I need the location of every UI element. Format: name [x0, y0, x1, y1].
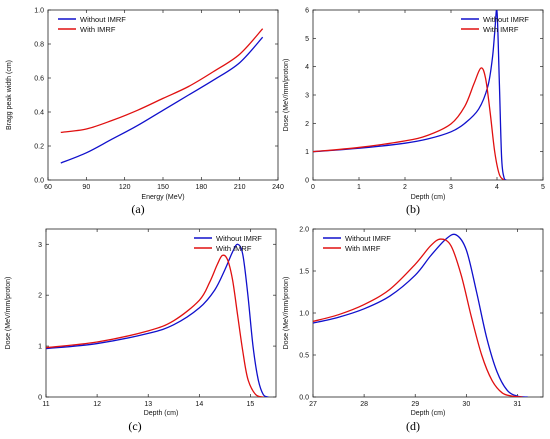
x-axis-label: Depth (cm) — [411, 194, 446, 201]
x-tick-label: 60 — [44, 184, 52, 191]
legend-entry: With IMRF — [216, 244, 252, 253]
x-tick-label: 15 — [247, 401, 255, 408]
x-tick-label: 30 — [462, 401, 470, 408]
y-tick-label: 2 — [305, 121, 309, 128]
y-axis-label: Dose (MeV/mm/proton) — [283, 277, 290, 350]
series-line-with-imrf — [313, 67, 505, 180]
x-tick-label: 12 — [93, 401, 101, 408]
y-tick-label: 0 — [305, 178, 309, 185]
series-line-without-imrf — [313, 233, 528, 397]
x-tick-label: 29 — [411, 401, 419, 408]
y-tick-label: 2.0 — [299, 227, 309, 234]
legend-entry: Without IMRF — [483, 15, 529, 24]
x-tick-label: 90 — [82, 184, 90, 191]
legend-entry: Without IMRF — [345, 234, 391, 243]
legend-entry: Without IMRF — [80, 15, 126, 24]
x-tick-label: 13 — [144, 401, 152, 408]
y-axis-label: Bragg peak width (cm) — [6, 60, 13, 130]
series-line-with-imrf — [60, 28, 264, 134]
x-tick-label: 31 — [514, 401, 522, 408]
plot-frame — [312, 228, 544, 398]
x-tick-label: 3 — [449, 184, 453, 191]
x-tick-label: 2 — [403, 184, 407, 191]
y-tick-label: 0.5 — [299, 353, 309, 360]
legend-entry: Without IMRF — [216, 234, 262, 243]
chart-panel-d: 27 28 29 30 31 0.0 0.5 1.0 1.5 2.0 Depth (cm) Dose … — [283, 227, 544, 433]
y-tick-label: 1.0 — [299, 311, 309, 318]
x-axis-label: Depth (cm) — [144, 410, 179, 417]
x-tick-label: 240 — [272, 184, 284, 191]
y-axis-label: Dose (MeV/mm/proton) — [5, 277, 12, 350]
y-tick-label: 1.0 — [34, 8, 44, 15]
x-tick-label: 11 — [42, 401, 49, 408]
panel-label: (b) — [406, 202, 420, 216]
y-tick-label: 2 — [38, 293, 42, 300]
y-tick-label: 0.2 — [34, 144, 44, 151]
x-axis-label: Energy (MeV) — [141, 194, 184, 201]
panel-label: (d) — [406, 419, 420, 433]
x-tick-label: 180 — [195, 184, 207, 191]
y-tick-label: 0.4 — [34, 110, 44, 117]
series-line-without-imrf — [60, 36, 264, 164]
legend-entry: With IMRF — [345, 244, 381, 253]
legend-entry: With IMRF — [483, 25, 519, 34]
series-line-without-imrf — [313, 10, 507, 180]
x-tick-label: 5 — [541, 184, 545, 191]
y-tick-label: 0.0 — [299, 395, 309, 402]
y-tick-label: 1 — [38, 344, 42, 351]
plot-frame — [47, 9, 279, 181]
chart-panel-a: 60 90 120 150 180 210 240 0.0 0.2 0.4 0.6 0.8 1.0 Ene… — [6, 8, 284, 217]
y-tick-label: 1.5 — [299, 269, 309, 276]
series-line-with-imrf — [46, 254, 264, 397]
y-tick-label: 3 — [305, 93, 309, 100]
x-tick-label: 28 — [360, 401, 368, 408]
x-tick-label: 210 — [234, 184, 246, 191]
y-tick-label: 0.6 — [34, 76, 44, 83]
y-tick-label: 5 — [305, 36, 309, 43]
x-axis-label: Depth (cm) — [411, 410, 446, 417]
series-line-with-imrf — [313, 238, 523, 397]
x-tick-label: 27 — [309, 401, 317, 408]
panel-label: (a) — [131, 202, 144, 216]
x-tick-label: 14 — [195, 401, 203, 408]
panel-label: (c) — [128, 419, 141, 433]
y-tick-label: 6 — [305, 8, 309, 15]
y-tick-label: 0.8 — [34, 42, 44, 49]
y-tick-label: 4 — [305, 64, 309, 71]
y-tick-label: 3 — [38, 242, 42, 249]
chart-panel-b: 0 1 2 3 4 5 0 1 2 3 4 5 6 Depth (cm) Dose (MeV/mm/prot… — [283, 8, 545, 217]
y-tick-label: 0 — [38, 395, 42, 402]
y-tick-label: 1 — [305, 149, 309, 156]
x-tick-label: 0 — [311, 184, 315, 191]
x-tick-label: 120 — [119, 184, 131, 191]
plot-frame — [45, 228, 277, 398]
x-tick-label: 1 — [357, 184, 361, 191]
x-tick-label: 150 — [157, 184, 169, 191]
y-tick-label: 0.0 — [34, 178, 44, 185]
plot-frame — [312, 9, 544, 181]
y-axis-label: Dose (MeV/mm/proton) — [283, 59, 290, 132]
series-line-without-imrf — [46, 243, 269, 397]
legend-entry: With IMRF — [80, 25, 116, 34]
x-tick-label: 4 — [495, 184, 499, 191]
